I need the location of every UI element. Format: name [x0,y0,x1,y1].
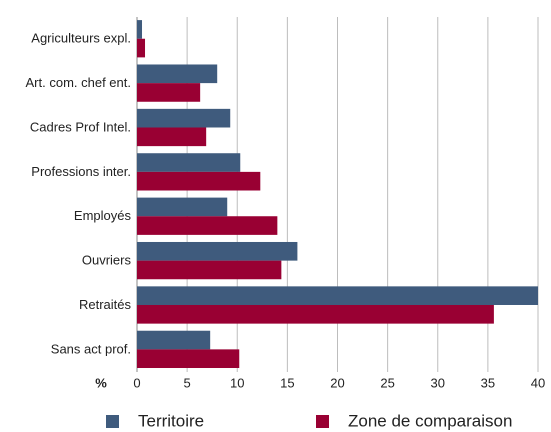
bar [137,197,228,217]
bar [137,349,240,369]
bar [137,241,298,261]
x-tick-label: 5 [184,375,191,390]
x-tick-label: 10 [230,375,244,390]
bar [137,216,278,235]
x-tick-label: 25 [380,375,394,390]
y-tick-label: Employés [74,208,132,223]
bar [137,260,282,280]
legend-label: Zone de comparaison [348,411,512,430]
y-tick-label: Agriculteurs expl. [31,31,131,46]
bar [137,171,261,191]
x-tick-label: 30 [431,375,445,390]
x-tick-label: 20 [330,375,344,390]
bar [137,304,494,324]
bar [137,83,201,102]
x-tick-label: 40 [531,375,545,390]
bar [137,108,231,128]
y-tick-label: Sans act prof. [51,341,131,356]
x-tick-label: 15 [280,375,294,390]
y-tick-label: Ouvriers [82,253,132,268]
y-tick-label: Art. com. chef ent. [26,75,132,90]
bar [137,38,146,58]
y-tick-label: Retraités [79,297,132,312]
bar [137,20,143,39]
x-tick-label: 35 [481,375,495,390]
bar [137,127,207,147]
x-tick-label: 0 [133,375,140,390]
legend-swatch [316,415,329,428]
y-tick-label: Professions inter. [31,164,131,179]
bar [137,64,218,84]
x-axis-label: % [95,375,107,390]
bar [137,153,241,172]
legend-label: Territoire [138,411,204,430]
bar [137,330,211,350]
legend-swatch [106,415,119,428]
bar [137,286,538,305]
y-tick-label: Cadres Prof Intel. [30,119,131,134]
